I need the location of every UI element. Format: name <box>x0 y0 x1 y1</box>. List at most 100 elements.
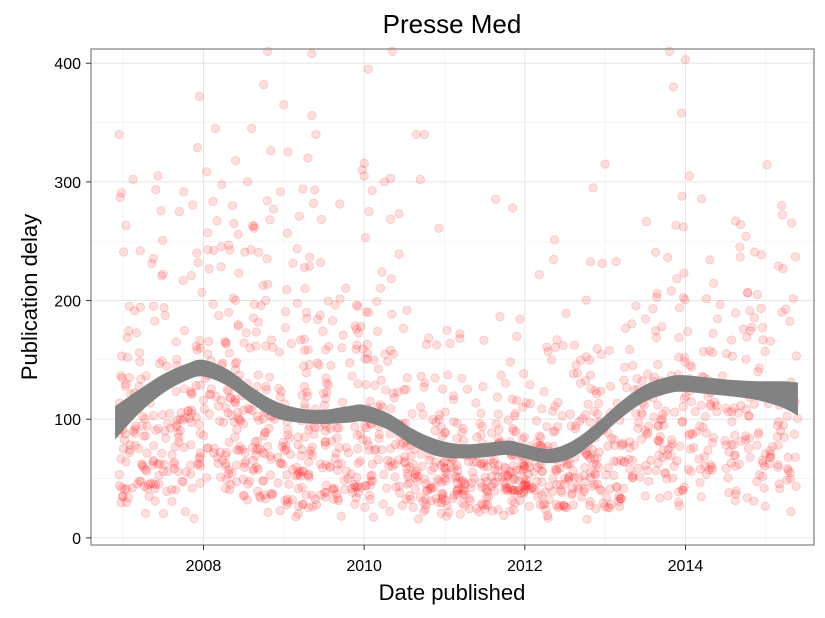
data-point <box>616 455 626 466</box>
data-point <box>133 443 144 454</box>
data-point <box>148 253 159 264</box>
data-point <box>653 360 663 370</box>
data-point <box>303 153 313 163</box>
data-point <box>131 421 141 431</box>
data-point <box>385 506 395 516</box>
data-point <box>365 471 376 481</box>
data-point <box>585 453 595 463</box>
data-point <box>753 429 763 439</box>
data-point <box>191 381 201 391</box>
data-point <box>405 491 415 501</box>
data-point <box>542 421 552 432</box>
data-point <box>651 332 661 343</box>
data-point <box>259 79 269 90</box>
data-point <box>382 483 392 493</box>
data-point <box>723 407 734 417</box>
data-point <box>146 479 156 489</box>
data-point <box>251 327 261 337</box>
data-point <box>580 477 591 487</box>
data-point <box>147 258 157 269</box>
data-point <box>309 429 319 439</box>
data-point <box>597 258 607 269</box>
data-point <box>605 503 615 513</box>
data-point <box>387 309 397 319</box>
data-point <box>651 326 661 336</box>
data-point <box>424 455 434 465</box>
data-point <box>710 397 720 407</box>
data-point <box>773 462 783 472</box>
data-point <box>293 509 303 519</box>
data-point <box>658 453 668 463</box>
data-point <box>307 49 317 59</box>
data-point <box>572 368 582 378</box>
data-point <box>361 423 371 433</box>
data-point <box>616 494 626 504</box>
data-point <box>220 450 231 461</box>
y-tick-label: 0 <box>72 531 81 548</box>
data-point <box>637 409 647 420</box>
data-point <box>754 470 765 480</box>
data-point <box>743 443 754 453</box>
data-point <box>266 454 276 464</box>
data-point <box>335 199 345 209</box>
data-point <box>186 417 197 427</box>
data-point <box>187 483 197 493</box>
data-point <box>680 352 690 363</box>
data-point <box>772 420 783 431</box>
data-point <box>193 258 203 268</box>
data-point <box>568 466 578 476</box>
data-point <box>199 395 209 405</box>
data-point <box>371 444 381 454</box>
data-point <box>543 513 553 523</box>
data-point <box>224 348 234 358</box>
data-point <box>149 455 159 466</box>
data-point <box>743 410 754 421</box>
data-point <box>609 470 619 480</box>
data-point <box>379 177 390 187</box>
data-point <box>592 479 603 489</box>
data-point <box>157 448 167 459</box>
data-point <box>151 425 161 435</box>
data-point <box>373 364 383 374</box>
data-point <box>122 484 132 494</box>
data-point <box>730 430 740 441</box>
data-point <box>635 472 645 482</box>
data-point <box>320 437 330 447</box>
data-point <box>588 445 598 455</box>
data-point <box>240 456 251 466</box>
data-point <box>574 483 584 494</box>
data-point <box>251 445 261 455</box>
data-point <box>240 447 250 458</box>
data-point <box>374 429 384 440</box>
data-point <box>539 387 549 397</box>
data-point <box>154 479 164 490</box>
data-point <box>549 235 560 245</box>
data-point <box>773 460 783 470</box>
data-point <box>581 295 591 305</box>
data-point <box>253 486 263 496</box>
data-point <box>612 482 622 492</box>
data-point <box>292 244 302 254</box>
data-point <box>274 347 284 357</box>
data-point <box>372 296 382 307</box>
data-point <box>238 405 249 415</box>
data-point <box>294 211 304 221</box>
data-point <box>415 174 425 185</box>
data-point <box>327 316 338 326</box>
data-point <box>493 466 503 476</box>
data-point <box>276 458 286 468</box>
data-point <box>176 408 186 418</box>
data-point <box>754 363 764 373</box>
data-point <box>774 479 784 489</box>
data-point <box>184 413 195 424</box>
data-point <box>726 458 736 468</box>
data-point <box>223 408 233 418</box>
data-point <box>609 456 619 466</box>
data-point <box>249 299 259 309</box>
data-point <box>225 393 235 404</box>
data-point <box>492 392 502 402</box>
data-point <box>580 375 591 386</box>
data-point <box>436 460 446 470</box>
data-point <box>459 501 470 511</box>
data-point <box>303 503 314 513</box>
